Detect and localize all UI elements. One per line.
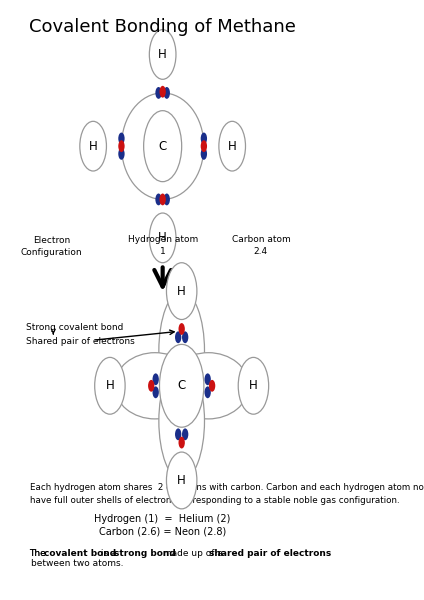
Circle shape	[159, 86, 166, 98]
Text: between two atoms.: between two atoms.	[31, 559, 124, 568]
Circle shape	[148, 380, 154, 392]
Text: H: H	[177, 284, 186, 298]
Circle shape	[164, 193, 170, 205]
Circle shape	[149, 213, 176, 263]
Text: Carbon (2.6) = Neon (2.8): Carbon (2.6) = Neon (2.8)	[99, 527, 226, 537]
Circle shape	[182, 331, 188, 343]
Circle shape	[201, 133, 207, 145]
Circle shape	[167, 452, 197, 509]
Text: C: C	[178, 379, 186, 392]
Text: H: H	[106, 379, 114, 392]
Circle shape	[238, 358, 269, 414]
Text: Hydrogen atom
1: Hydrogen atom 1	[128, 235, 198, 256]
Circle shape	[179, 437, 185, 449]
Circle shape	[182, 428, 188, 440]
Circle shape	[219, 121, 245, 171]
Circle shape	[118, 133, 125, 145]
Circle shape	[209, 380, 215, 392]
Text: H: H	[158, 48, 167, 61]
Ellipse shape	[114, 353, 195, 419]
Circle shape	[153, 373, 159, 385]
Circle shape	[167, 263, 197, 320]
Text: Electron
Configuration: Electron Configuration	[21, 236, 83, 257]
Text: H: H	[158, 232, 167, 244]
Circle shape	[153, 386, 159, 398]
Text: The: The	[30, 549, 49, 558]
Text: H: H	[89, 140, 98, 152]
Circle shape	[204, 373, 211, 385]
Text: H: H	[177, 474, 186, 487]
Circle shape	[155, 193, 162, 205]
Text: covalent bond: covalent bond	[44, 549, 116, 558]
Circle shape	[175, 428, 181, 440]
Ellipse shape	[159, 362, 204, 480]
Text: H: H	[249, 379, 258, 392]
Text: C: C	[159, 140, 167, 152]
Text: Each hydrogen atom shares  2 electrons with carbon. Carbon and each hydrogen ato: Each hydrogen atom shares 2 electrons wi…	[30, 484, 424, 505]
Circle shape	[204, 386, 211, 398]
Text: H: H	[228, 140, 237, 152]
Circle shape	[80, 121, 106, 171]
Circle shape	[155, 87, 162, 99]
Text: strong bond: strong bond	[114, 549, 176, 558]
Circle shape	[149, 29, 176, 79]
Text: is a: is a	[98, 549, 120, 558]
Circle shape	[159, 193, 166, 205]
Ellipse shape	[159, 292, 204, 410]
Text: Hydrogen (1)  =  Helium (2): Hydrogen (1) = Helium (2)	[95, 514, 231, 524]
Text: made up of a: made up of a	[160, 549, 226, 558]
Text: shared pair of electrons: shared pair of electrons	[209, 549, 332, 558]
Circle shape	[118, 148, 125, 160]
Text: The: The	[30, 549, 49, 558]
Circle shape	[179, 323, 185, 335]
Ellipse shape	[168, 353, 249, 419]
Circle shape	[164, 87, 170, 99]
Text: Covalent Bonding of Methane: Covalent Bonding of Methane	[29, 17, 296, 35]
Text: Strong covalent bond: Strong covalent bond	[26, 323, 124, 332]
Circle shape	[201, 148, 207, 160]
Ellipse shape	[121, 93, 204, 199]
Text: Carbon atom
2.4: Carbon atom 2.4	[232, 235, 290, 256]
Circle shape	[118, 140, 125, 152]
Circle shape	[201, 140, 207, 152]
Circle shape	[159, 344, 204, 427]
Circle shape	[144, 110, 181, 182]
Text: Shared pair of electrons: Shared pair of electrons	[26, 337, 135, 346]
Circle shape	[95, 358, 125, 414]
Circle shape	[175, 331, 181, 343]
